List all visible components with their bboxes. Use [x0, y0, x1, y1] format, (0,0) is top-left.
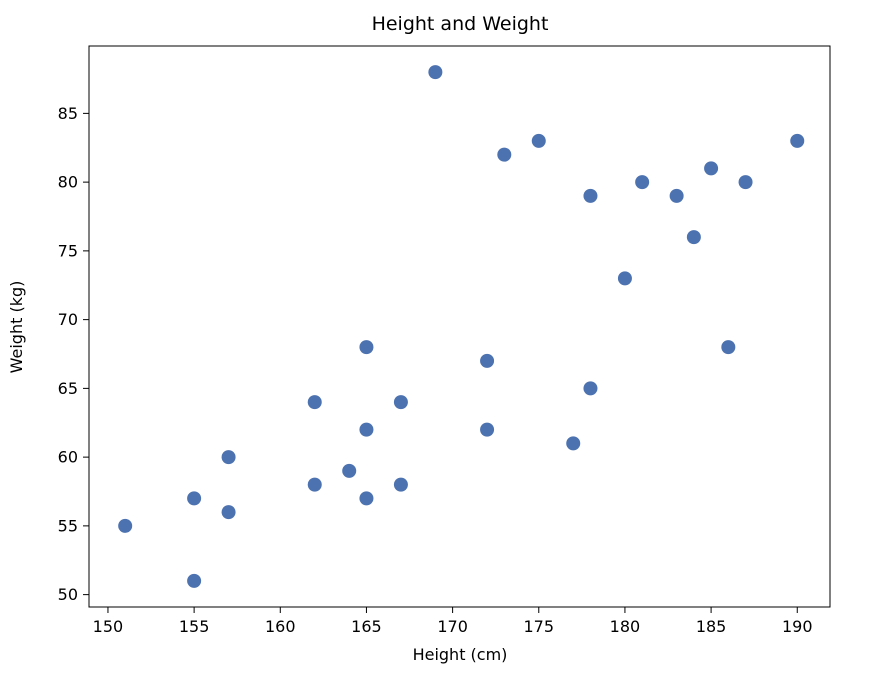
scatter-point	[497, 147, 512, 162]
scatter-point	[393, 395, 408, 410]
scatter-point	[359, 340, 374, 355]
scatter-point	[635, 175, 650, 190]
x-tick-label: 160	[265, 617, 296, 636]
y-tick-label: 75	[58, 241, 78, 260]
scatter-point	[790, 133, 805, 148]
scatter-point	[342, 463, 357, 478]
scatter-point	[359, 422, 374, 437]
scatter-point	[480, 353, 495, 368]
x-tick-label: 155	[179, 617, 210, 636]
y-axis-label: Weight (kg)	[7, 281, 26, 374]
scatter-point	[669, 188, 684, 203]
y-tick-label: 70	[58, 310, 78, 329]
scatter-point	[686, 230, 701, 245]
plot-area: 150 155 160 165 170 175 180 185 190 50 55 60 65 70 75 8…	[58, 45, 831, 636]
scatter-point	[118, 518, 133, 533]
x-tick-label: 170	[437, 617, 468, 636]
x-tick-label: 175	[523, 617, 554, 636]
axes-frame	[88, 45, 831, 608]
y-tick-label: 50	[58, 585, 78, 604]
scatter-point	[393, 477, 408, 492]
scatter-point	[428, 65, 443, 80]
x-tick-label: 165	[351, 617, 382, 636]
x-tick-label: 185	[696, 617, 727, 636]
scatter-point	[583, 188, 598, 203]
scatter-point	[738, 175, 753, 190]
y-tick-label: 65	[58, 379, 78, 398]
scatter-point	[721, 340, 736, 355]
x-tick-label: 180	[610, 617, 641, 636]
y-tick-label: 80	[58, 173, 78, 192]
chart-title: Height and Weight	[372, 13, 549, 35]
scatter-point	[531, 133, 546, 148]
scatter-point	[617, 271, 632, 286]
y-tick-label: 85	[58, 104, 78, 123]
y-tick-label: 60	[58, 448, 78, 467]
scatter-point	[221, 450, 236, 465]
scatter-point	[187, 573, 202, 588]
scatter-point	[566, 436, 581, 451]
scatter-point	[704, 161, 719, 176]
scatter-point	[480, 422, 495, 437]
scatter-point	[583, 381, 598, 396]
x-tick-label: 190	[782, 617, 813, 636]
x-tick-label: 150	[93, 617, 124, 636]
y-tick-label: 55	[58, 516, 78, 535]
scatter-point	[359, 491, 374, 506]
scatter-point	[307, 477, 322, 492]
scatter-point	[221, 505, 236, 520]
scatter-point	[307, 395, 322, 410]
scatter-point	[187, 491, 202, 506]
x-axis-label: Height (cm)	[413, 645, 508, 664]
